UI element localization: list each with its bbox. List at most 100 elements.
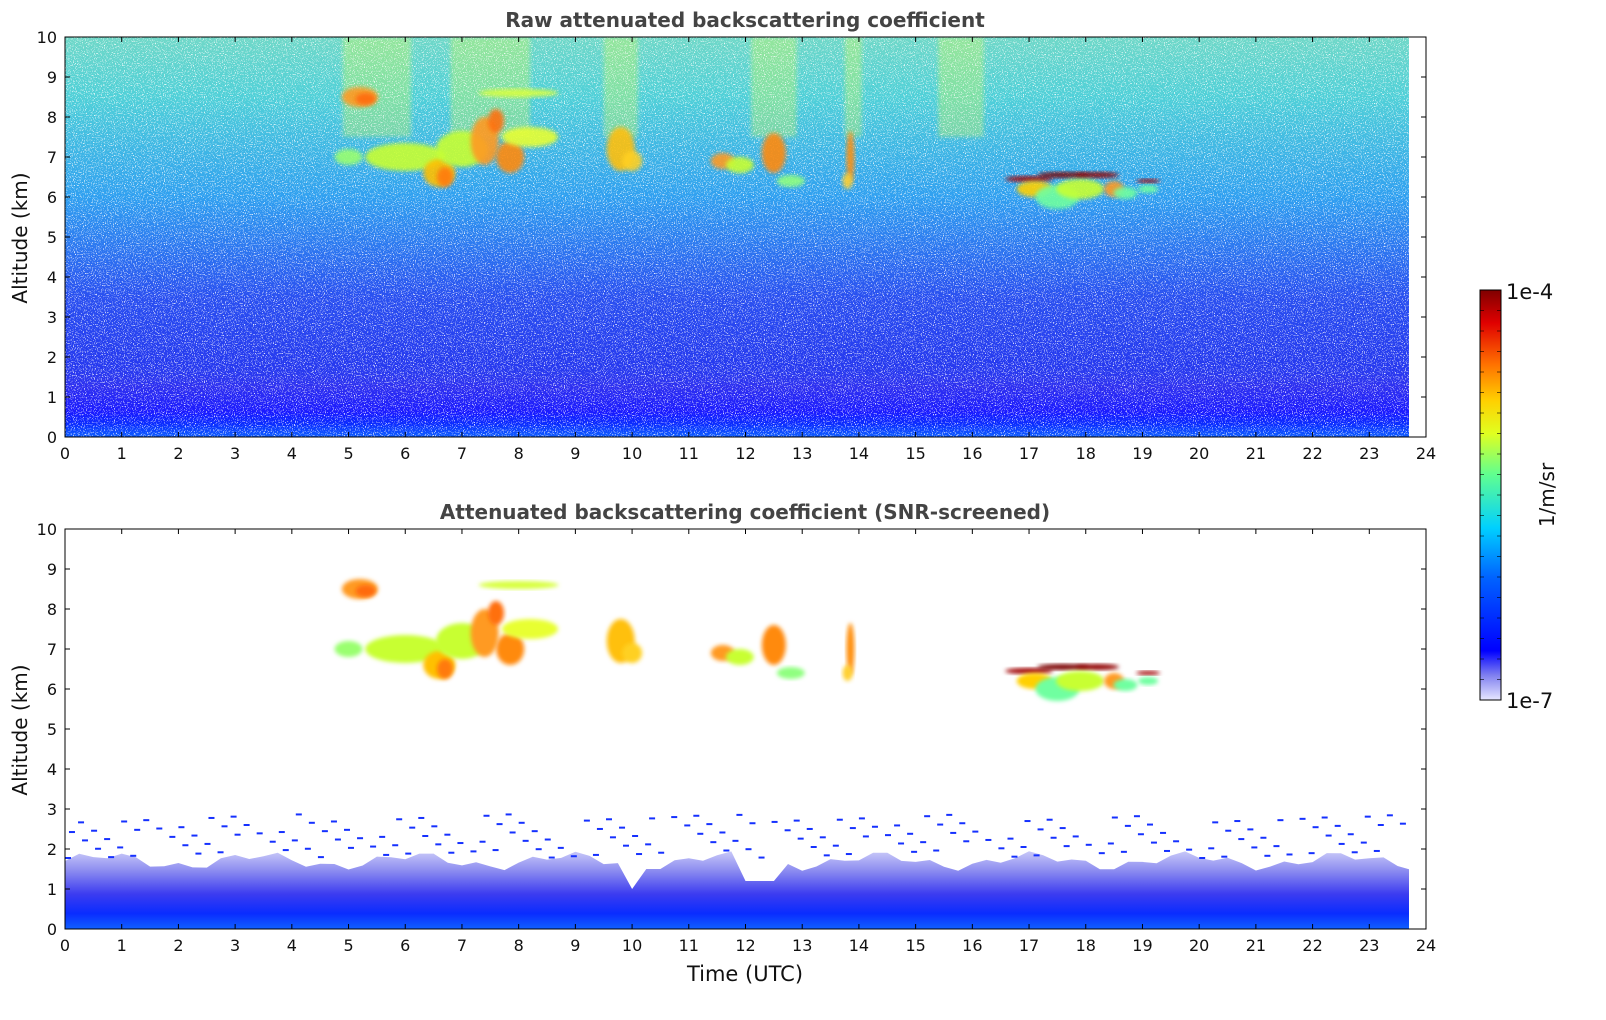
noise-pixel xyxy=(117,846,124,849)
x-tick-label: 5 xyxy=(343,936,353,955)
noise-pixel xyxy=(134,828,141,831)
noise-pixel xyxy=(1238,838,1245,841)
noise-pixel xyxy=(535,848,542,851)
noise-pixel xyxy=(483,814,490,817)
noise-pixel xyxy=(609,836,616,839)
noise-pixel xyxy=(1277,819,1284,822)
colorbar xyxy=(1479,289,1502,701)
noise-pixel xyxy=(836,818,843,821)
noise-pixel xyxy=(1347,833,1354,836)
x-tick-label: 22 xyxy=(1302,444,1322,463)
noise-pixel xyxy=(959,822,966,825)
noise-pixel xyxy=(344,828,351,831)
noise-pixel xyxy=(723,849,730,852)
cloud-blob xyxy=(478,89,559,97)
noise-pixel xyxy=(1020,846,1027,848)
noise-pixel xyxy=(317,856,324,859)
x-tick-label: 14 xyxy=(849,936,869,955)
noise-pixel xyxy=(619,826,626,829)
noise-pixel xyxy=(1212,821,1219,824)
noise-pixel xyxy=(444,833,451,836)
noise-pixel xyxy=(1264,854,1271,857)
noise-pixel xyxy=(330,820,337,823)
bottom-panel: 0 1 2 3 4 5 6 7 8 9 10 11 12 13 14 15 16 17 18 19 20 21 22 23 24… xyxy=(37,520,1437,955)
noise-pixel xyxy=(470,850,477,853)
cloud-blob xyxy=(761,133,786,173)
x-tick-label: 8 xyxy=(514,444,524,463)
noise-pixel xyxy=(217,851,224,854)
bottom-chart-title: Attenuated backscattering coefficient (S… xyxy=(439,500,1051,524)
noise-pixel xyxy=(169,835,176,838)
y-tick-label: 5 xyxy=(47,228,57,247)
cloud-blob xyxy=(436,167,453,187)
cloud-blob xyxy=(365,143,446,171)
noise-pixel xyxy=(950,831,957,834)
noise-pixel xyxy=(304,847,311,850)
noise-pixel xyxy=(431,825,438,828)
noise-pixel xyxy=(819,836,826,839)
x-tick-label: 13 xyxy=(792,936,812,955)
y-tick-label: 10 xyxy=(37,520,57,539)
noise-pixel xyxy=(570,855,577,858)
noise-pixel xyxy=(156,827,163,830)
y-tick-label: 2 xyxy=(47,348,57,367)
y-tick-label: 10 xyxy=(37,28,57,47)
cloud-blob xyxy=(496,141,525,173)
noise-pixel xyxy=(1024,820,1031,823)
noise-pixel xyxy=(68,831,75,834)
cloud-blob xyxy=(1075,664,1120,670)
noise-pixel xyxy=(1107,842,1114,845)
noise-pixel xyxy=(204,842,211,845)
noise-pixel xyxy=(924,815,931,818)
y-tick-label: 2 xyxy=(47,840,57,859)
noise-pixel xyxy=(636,853,643,856)
noise-pixel xyxy=(1137,833,1144,836)
cloud-blob xyxy=(1056,179,1105,199)
top-panel: 0 1 2 3 4 5 6 7 8 9 10 11 12 13 14 15 16 17 18 19 20 21 22 23 24… xyxy=(37,28,1437,463)
cloud-blob xyxy=(1056,671,1105,691)
x-tick-label: 15 xyxy=(905,936,925,955)
noise-pixel xyxy=(492,849,499,852)
x-axis-label: Time (UTC) xyxy=(686,962,804,986)
noise-pixel xyxy=(1199,857,1206,859)
top-chart-title: Raw attenuated backscattering coefficien… xyxy=(505,8,985,32)
noise-pixel xyxy=(295,813,302,816)
noise-pixel xyxy=(82,839,89,842)
cloud-blob xyxy=(365,635,446,663)
noise-pixel xyxy=(719,831,726,834)
noise-pixel xyxy=(1221,855,1228,858)
cloud-blob xyxy=(622,151,643,171)
y-tick-label: 8 xyxy=(47,108,57,127)
noise-pixel xyxy=(1321,816,1328,819)
noise-pixel xyxy=(898,842,905,845)
colorbar-min-label: 1e-7 xyxy=(1506,689,1554,713)
y-tick-label: 6 xyxy=(47,188,57,207)
noise-pixel xyxy=(278,831,285,834)
y-tick-label: 3 xyxy=(47,308,57,327)
noise-pixel xyxy=(645,843,652,846)
x-tick-label: 0 xyxy=(60,936,70,955)
noise-pixel xyxy=(693,814,700,817)
x-tick-label: 1 xyxy=(117,444,127,463)
x-tick-label: 17 xyxy=(1019,444,1039,463)
y-tick-label: 9 xyxy=(47,560,57,579)
heatmap-image xyxy=(65,37,1409,437)
noise-pixel xyxy=(1186,848,1193,851)
cloud-blob xyxy=(496,633,525,665)
noise-pixel xyxy=(91,829,98,832)
noise-speckle xyxy=(65,37,1409,437)
noise-pixel xyxy=(65,857,71,859)
cloud-blob xyxy=(846,131,855,183)
noise-pixel xyxy=(505,813,512,816)
noise-pixel xyxy=(234,833,241,836)
y-tick-label: 4 xyxy=(47,268,57,287)
noise-pixel xyxy=(596,827,603,830)
noise-pixel xyxy=(933,849,940,852)
noise-pixel xyxy=(334,838,341,841)
noise-pixel xyxy=(548,856,555,859)
cloud-blob xyxy=(1136,179,1161,183)
noise-pixel xyxy=(1160,831,1167,834)
noise-pixel xyxy=(269,840,276,843)
noise-pixel xyxy=(998,847,1005,850)
noise-pixel xyxy=(230,815,237,818)
